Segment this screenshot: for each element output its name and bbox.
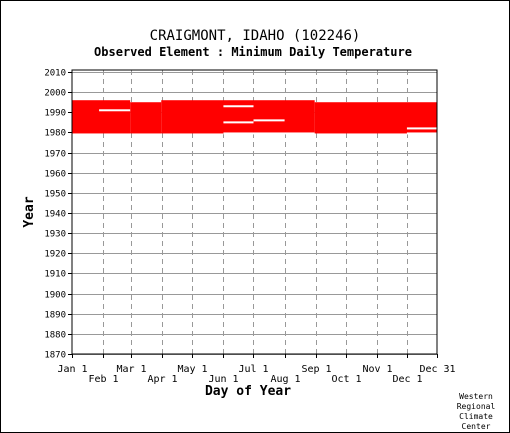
y-tick-label: 1990	[44, 109, 66, 119]
gap-layer	[99, 105, 437, 135]
x-tick-label: Jul 1	[238, 364, 268, 375]
x-tick-labels: Jan 1 Mar 1 May 1 Jul 1 Sep 1 Nov 1 Dec 31 Feb …	[57, 354, 456, 385]
x-tick-label: Jan 1	[57, 364, 87, 375]
x-tick-label: Jun 1	[208, 374, 238, 385]
credit-line: Regional	[457, 402, 496, 411]
x-tick-label: Sep 1	[301, 364, 331, 375]
x-tick-label: Aug 1	[270, 374, 300, 385]
x-tick-label: Feb 1	[88, 374, 118, 385]
y-tick-label: 1920	[44, 250, 66, 260]
x-tick-label: Apr 1	[147, 374, 177, 385]
missing-data-gap	[406, 127, 437, 130]
chart-title: CRAIGMONT, IDAHO (102246)	[150, 28, 361, 44]
data-coverage-bar	[161, 100, 315, 134]
y-tick-label: 1940	[44, 210, 66, 220]
y-tick-label: 2000	[44, 89, 66, 99]
x-tick-label: Dec 1	[392, 374, 422, 385]
y-tick-label: 1970	[44, 150, 66, 160]
missing-data-gap	[223, 105, 254, 108]
x-tick-label: Nov 1	[362, 364, 392, 375]
credit-line: Center	[462, 422, 491, 431]
y-tick-label: 1980	[44, 129, 66, 139]
missing-data-gap	[253, 119, 285, 122]
y-tick-label: 1930	[44, 230, 66, 240]
y-tick-label: 1950	[44, 190, 66, 200]
missing-data-gap	[99, 109, 131, 112]
data-coverage-bar	[130, 102, 162, 134]
y-tick-label: 1880	[44, 331, 66, 341]
missing-data-gap	[406, 132, 437, 135]
missing-data-gap	[223, 121, 254, 124]
plot-border	[71, 69, 438, 355]
y-tick-label: 1960	[44, 170, 66, 180]
y-tick-label: 1910	[44, 270, 66, 280]
y-tick-label: 1890	[44, 311, 66, 321]
x-axis-label: Day of Year	[205, 384, 291, 399]
missing-data-gap	[223, 132, 315, 135]
data-layer	[72, 100, 437, 134]
y-axis-label: Year	[22, 196, 37, 227]
x-tick-label: Oct 1	[331, 374, 361, 385]
x-tick-label: Dec 31	[419, 364, 455, 375]
data-coverage-bar	[72, 100, 131, 134]
y-tick-label: 2010	[44, 69, 66, 79]
chart-subtitle: Observed Element : Minimum Daily Tempera…	[94, 45, 412, 59]
y-tick-label: 1900	[44, 291, 66, 301]
x-tick-label: May 1	[177, 364, 207, 375]
y-tick-label: 1870	[44, 351, 66, 361]
x-tick-label: Mar 1	[116, 364, 146, 375]
credit-line: Western	[459, 392, 493, 401]
y-tick-labels: 1870 1880 1890 1900 1910 1920 1930 1940 1950 1960…	[44, 69, 72, 361]
credit-line: Climate	[459, 412, 493, 421]
